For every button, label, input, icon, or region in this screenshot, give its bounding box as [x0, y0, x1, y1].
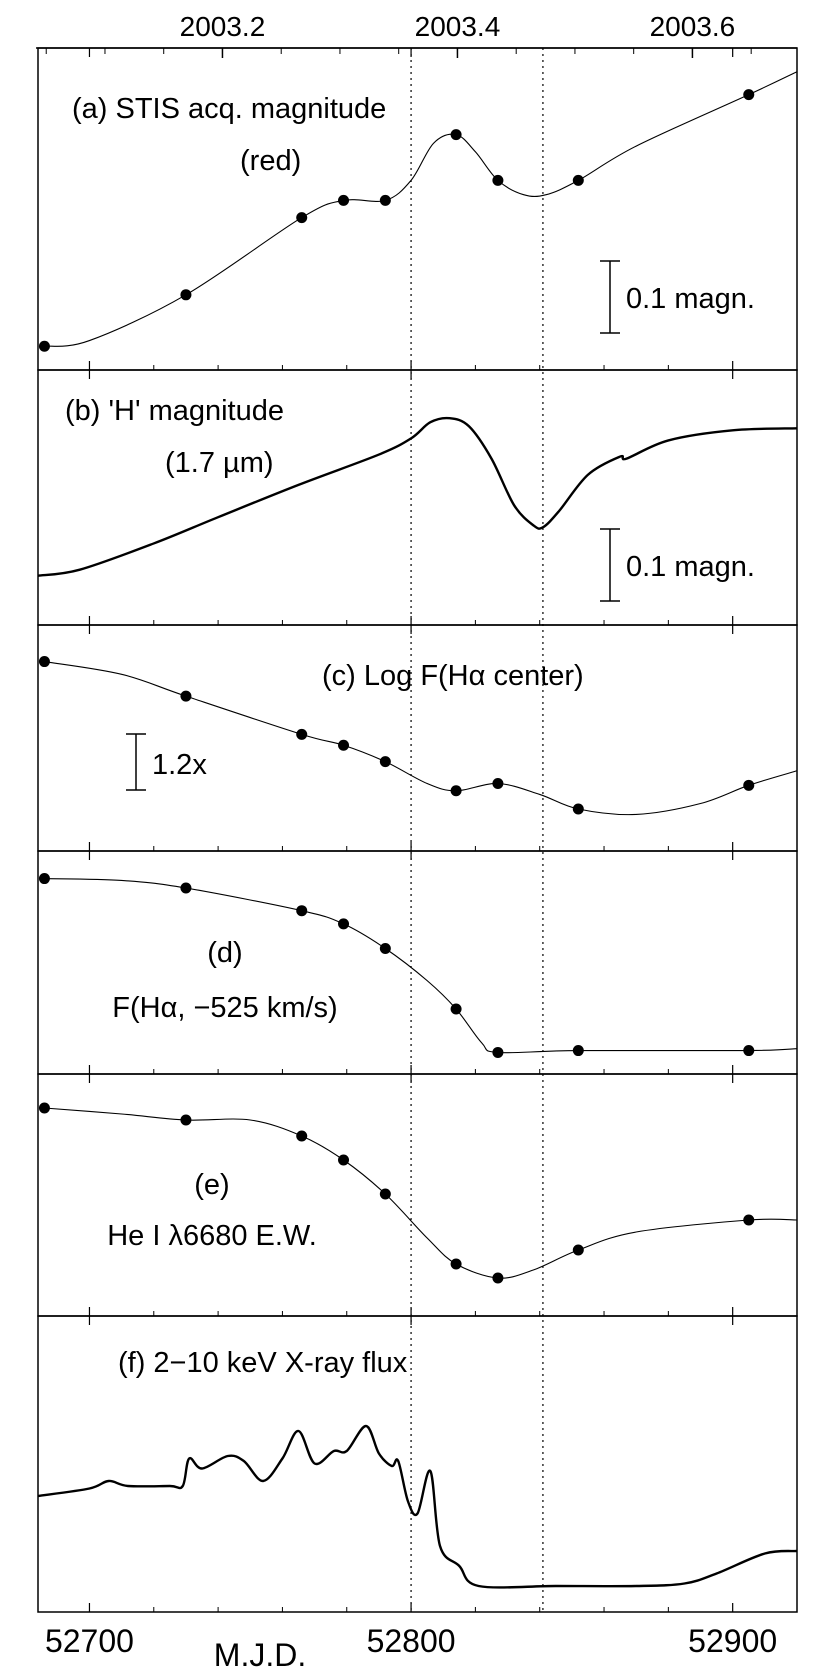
panel-a-data-point [180, 289, 192, 301]
panel-e-label: (e) [194, 1169, 229, 1201]
panel-a-data-point [572, 174, 584, 186]
panel-d-data-point [743, 1045, 755, 1057]
panel-a-data-point [338, 194, 350, 206]
data-points [38, 89, 755, 1284]
panel-c-frame [37, 624, 798, 852]
panel-e-data-point [338, 1154, 350, 1166]
panel-e-frame [37, 1073, 798, 1317]
panel-d-label: (d) [207, 937, 242, 969]
chart-labels: 2003.2 2003.4 2003.6 (a) STIS acq. magnitud… [45, 11, 777, 1667]
panel-a-data-point [492, 174, 504, 186]
panel-e-data-point [450, 1258, 462, 1270]
panel-e-data-point [296, 1130, 308, 1142]
panel-d-data-point [492, 1046, 504, 1058]
panel-d-data-point [379, 942, 391, 954]
panel-c-data-point [180, 690, 192, 702]
panel-c-curve [44, 661, 798, 816]
panel-d-data-point [450, 1003, 462, 1015]
panel-a-data-point [379, 194, 391, 206]
panel-e-data-point [38, 1102, 50, 1114]
vertical-marker-lines [410, 48, 544, 1612]
top-axis-tick-label: 2003.2 [180, 11, 266, 42]
panel-a-data-point [450, 129, 462, 141]
panel-c-data-point [572, 803, 584, 815]
panel-f-label: (f) 2−10 keV X-ray flux [118, 1347, 408, 1379]
panel-d-data-point [338, 918, 350, 930]
panel-c-scale-bar-label: 1.2x [152, 749, 207, 781]
panel-b-label-line2: (1.7 µm) [165, 447, 274, 479]
panel-c-label: (c) Log F(Hα center) [322, 660, 584, 692]
panel-b-label: (b) 'H' magnitude [65, 395, 284, 427]
x-axis-label: M.J.D. [214, 1637, 306, 1667]
panel-a-scale-bar-label: 0.1 magn. [626, 283, 755, 315]
panel-b-scale-bar-label: 0.1 magn. [626, 551, 755, 583]
panel-frames [36, 47, 798, 1613]
panel-d-frame [37, 850, 798, 1075]
panel-d-curve [44, 878, 798, 1054]
panel-d-data-point [180, 882, 192, 894]
panel-b-curve [37, 416, 798, 577]
panel-e-data-point [572, 1244, 584, 1256]
panel-a-data-point [743, 89, 755, 101]
panel-d-data-point [38, 873, 50, 885]
panel-a-label-line2: (red) [240, 145, 301, 177]
panel-e-data-point [492, 1272, 504, 1284]
panel-c-data-point [379, 756, 391, 768]
panel-e-data-point [379, 1188, 391, 1200]
panel-a-data-point [296, 212, 308, 224]
top-axis-tick-label: 2003.4 [415, 11, 501, 42]
panel-a-data-point [38, 340, 50, 352]
panel-c-data-point [338, 739, 350, 751]
panel-d-data-point [572, 1045, 584, 1057]
panel-d-label-line2: F(Hα, −525 km/s) [112, 992, 337, 1024]
panel-e-data-point [180, 1114, 192, 1126]
panel-c-data-point [743, 779, 755, 791]
panel-e-curve [44, 1107, 798, 1279]
panel-e-label-line2: He I λ6680 E.W. [107, 1220, 317, 1252]
panel-e-data-point [743, 1214, 755, 1226]
panel-c-data-point [450, 785, 462, 797]
panel-f-frame [37, 1315, 798, 1613]
bottom-axis-tick-label: 52700 [45, 1623, 134, 1659]
bottom-axis-tick-label: 52800 [367, 1623, 456, 1659]
panel-c-data-point [38, 656, 50, 668]
axis-ticks [45, 48, 752, 1612]
panel-a-label: (a) STIS acq. magnitude [72, 93, 386, 125]
panel-c-data-point [296, 728, 308, 740]
top-axis-tick-label: 2003.6 [650, 11, 736, 42]
bottom-axis-tick-label: 52900 [688, 1623, 777, 1659]
panel-f-curve [37, 1424, 798, 1589]
panel-d-data-point [296, 905, 308, 917]
panel-c-data-point [492, 778, 504, 789]
